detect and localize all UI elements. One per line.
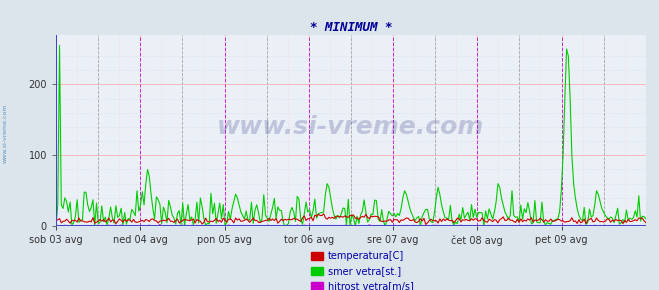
Title: * MINIMUM *: * MINIMUM * (310, 21, 392, 34)
Text: www.si-vreme.com: www.si-vreme.com (3, 104, 8, 163)
Text: www.si-vreme.com: www.si-vreme.com (217, 115, 484, 139)
Legend: temperatura[C], smer vetra[st.], hitrost vetra[m/s]: temperatura[C], smer vetra[st.], hitrost… (311, 251, 414, 290)
